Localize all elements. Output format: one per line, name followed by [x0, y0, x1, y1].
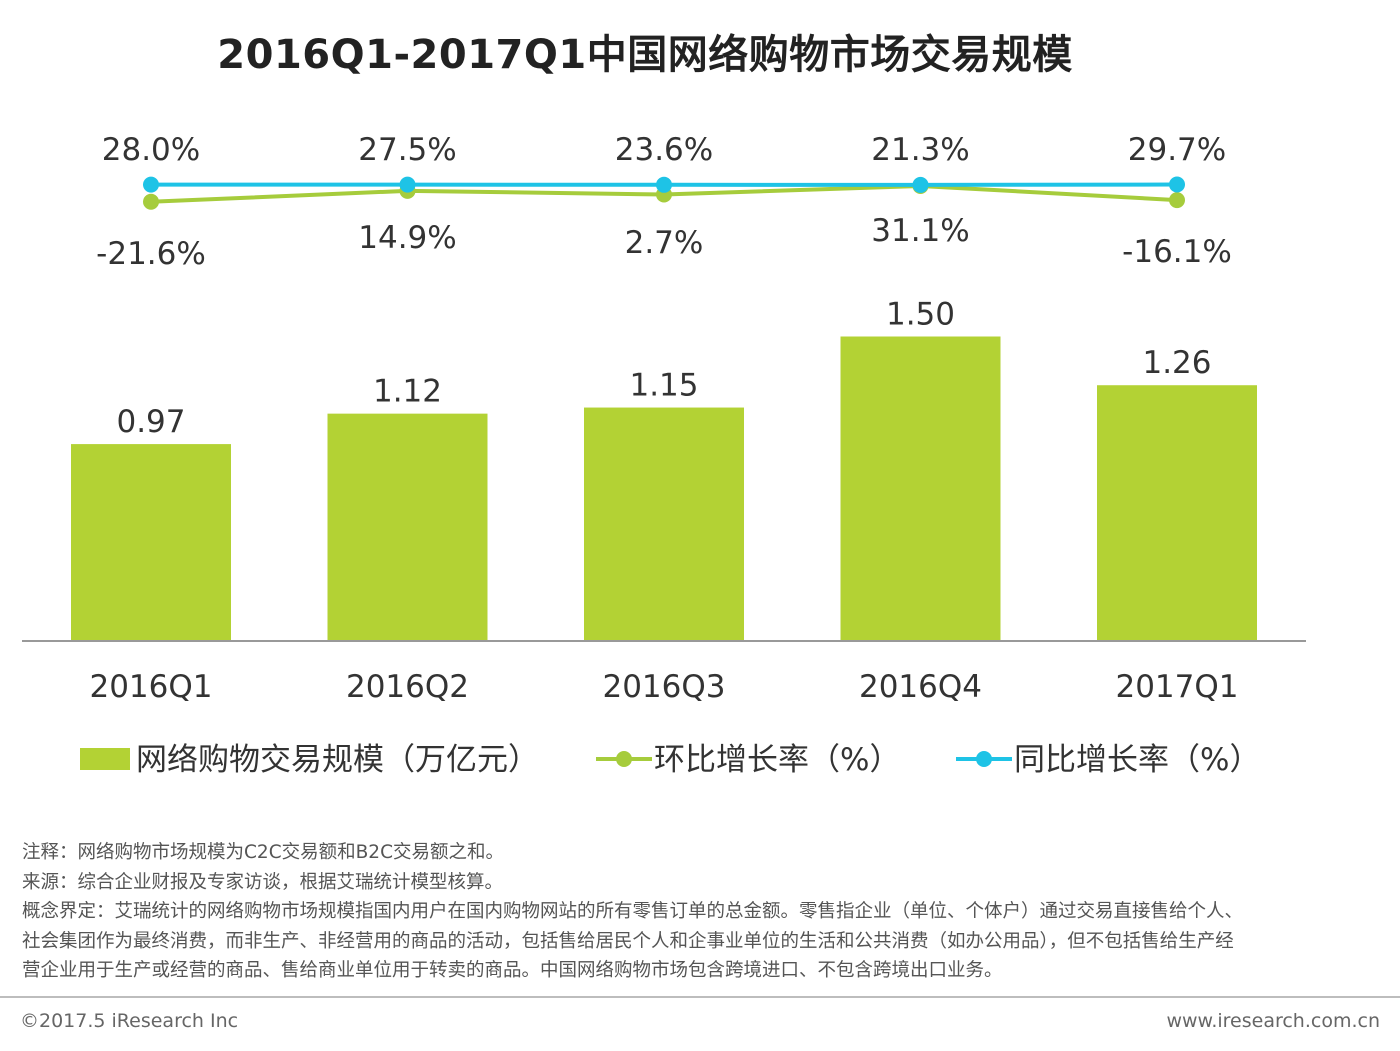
mom-value-label: -16.1%	[1122, 234, 1232, 270]
notes-block: 注释：网络购物市场规模为C2C交易额和B2C交易额之和。 来源：综合企业财报及专…	[22, 838, 1384, 986]
bar-2016Q3	[584, 407, 744, 641]
x-tick-labels: 2016Q1 2016Q2 2016Q3 2016Q4 2017Q1	[89, 669, 1238, 705]
legend: 网络购物交易规模（万亿元） 环比增长率（%） 同比增长率（%）	[80, 742, 1260, 778]
website-link[interactable]: www.iresearch.com.cn	[1166, 1010, 1380, 1032]
mom-point	[143, 193, 159, 210]
yoy-point	[143, 176, 159, 193]
mom-value-label: 31.1%	[871, 213, 969, 249]
note-line: 社会集团作为最终消费，而非生产、非经营用的商品的活动，包括售给居民个人和企事业单…	[22, 930, 1234, 952]
note-line: 来源：综合企业财报及专家访谈，根据艾瑞统计模型核算。	[22, 871, 504, 893]
footer-divider	[0, 996, 1400, 998]
note-line: 概念界定：艾瑞统计的网络购物市场规模指国内用户在国内购物网站的所有零售订单的总金…	[22, 901, 1244, 922]
yoy-value-label: 29.7%	[1128, 132, 1226, 168]
yoy-growth-series: 28.0% 27.5% 23.6% 21.3% 29.7%	[102, 132, 1226, 193]
yoy-point	[1169, 176, 1185, 193]
x-tick-label: 2016Q3	[602, 669, 725, 705]
mom-growth-series: -21.6% 14.9% 2.7% 31.1% -16.1%	[96, 177, 1232, 272]
yoy-point	[656, 176, 672, 193]
note-line: 注释：网络购物市场规模为C2C交易额和B2C交易额之和。	[22, 842, 504, 863]
chart-title: 2016Q1-2017Q1中国网络购物市场交易规模	[217, 32, 1073, 78]
yoy-value-label: 21.3%	[871, 132, 969, 168]
legend-label: 网络购物交易规模（万亿元）	[136, 742, 539, 778]
legend-label: 同比增长率（%）	[1014, 742, 1260, 778]
bar-value-label: 1.15	[629, 368, 698, 404]
yoy-point	[912, 176, 929, 193]
bar-2017Q1	[1097, 385, 1257, 641]
bars-layer: 0.97 1.12 1.15 1.50 1.26	[71, 297, 1257, 641]
bar-2016Q4	[840, 336, 1001, 641]
x-tick-label: 2016Q1	[89, 669, 212, 705]
legend-swatch-mom-dot	[616, 751, 632, 767]
x-tick-label: 2016Q2	[346, 669, 469, 705]
bar-2016Q2	[327, 413, 488, 641]
bar-value-label: 1.50	[886, 297, 955, 333]
combo-chart: 0.971.12 1.151.501.26 2016Q1 2016Q2 2016Q3 2…	[22, 132, 1306, 778]
note-line: 营企业用于生产或经营的商品、售给商业单位用于转卖的商品。中国网络购物市场包含跨境…	[22, 960, 1003, 981]
x-tick-label: 2016Q4	[859, 669, 982, 705]
yoy-value-label: 23.6%	[615, 132, 713, 168]
legend-label: 环比增长率（%）	[654, 742, 900, 778]
bar-value-label: 1.26	[1142, 345, 1211, 381]
legend-swatch-bar	[80, 748, 130, 770]
mom-value-label: 14.9%	[358, 220, 456, 256]
legend-swatch-yoy-dot	[976, 751, 992, 767]
bar-value-label: 0.97	[116, 404, 185, 440]
mom-value-label: -21.6%	[96, 236, 206, 272]
bar-value-label: 1.12	[373, 374, 442, 410]
bar-2016Q1	[71, 444, 231, 641]
mom-value-label: 2.7%	[625, 225, 704, 261]
yoy-value-label: 27.5%	[358, 132, 456, 168]
copyright-text: ©2017.5 iResearch Inc	[20, 1010, 239, 1032]
yoy-value-label: 28.0%	[102, 132, 200, 168]
yoy-point	[399, 176, 416, 193]
mom-point	[1169, 192, 1185, 209]
x-tick-label: 2017Q1	[1115, 669, 1238, 705]
